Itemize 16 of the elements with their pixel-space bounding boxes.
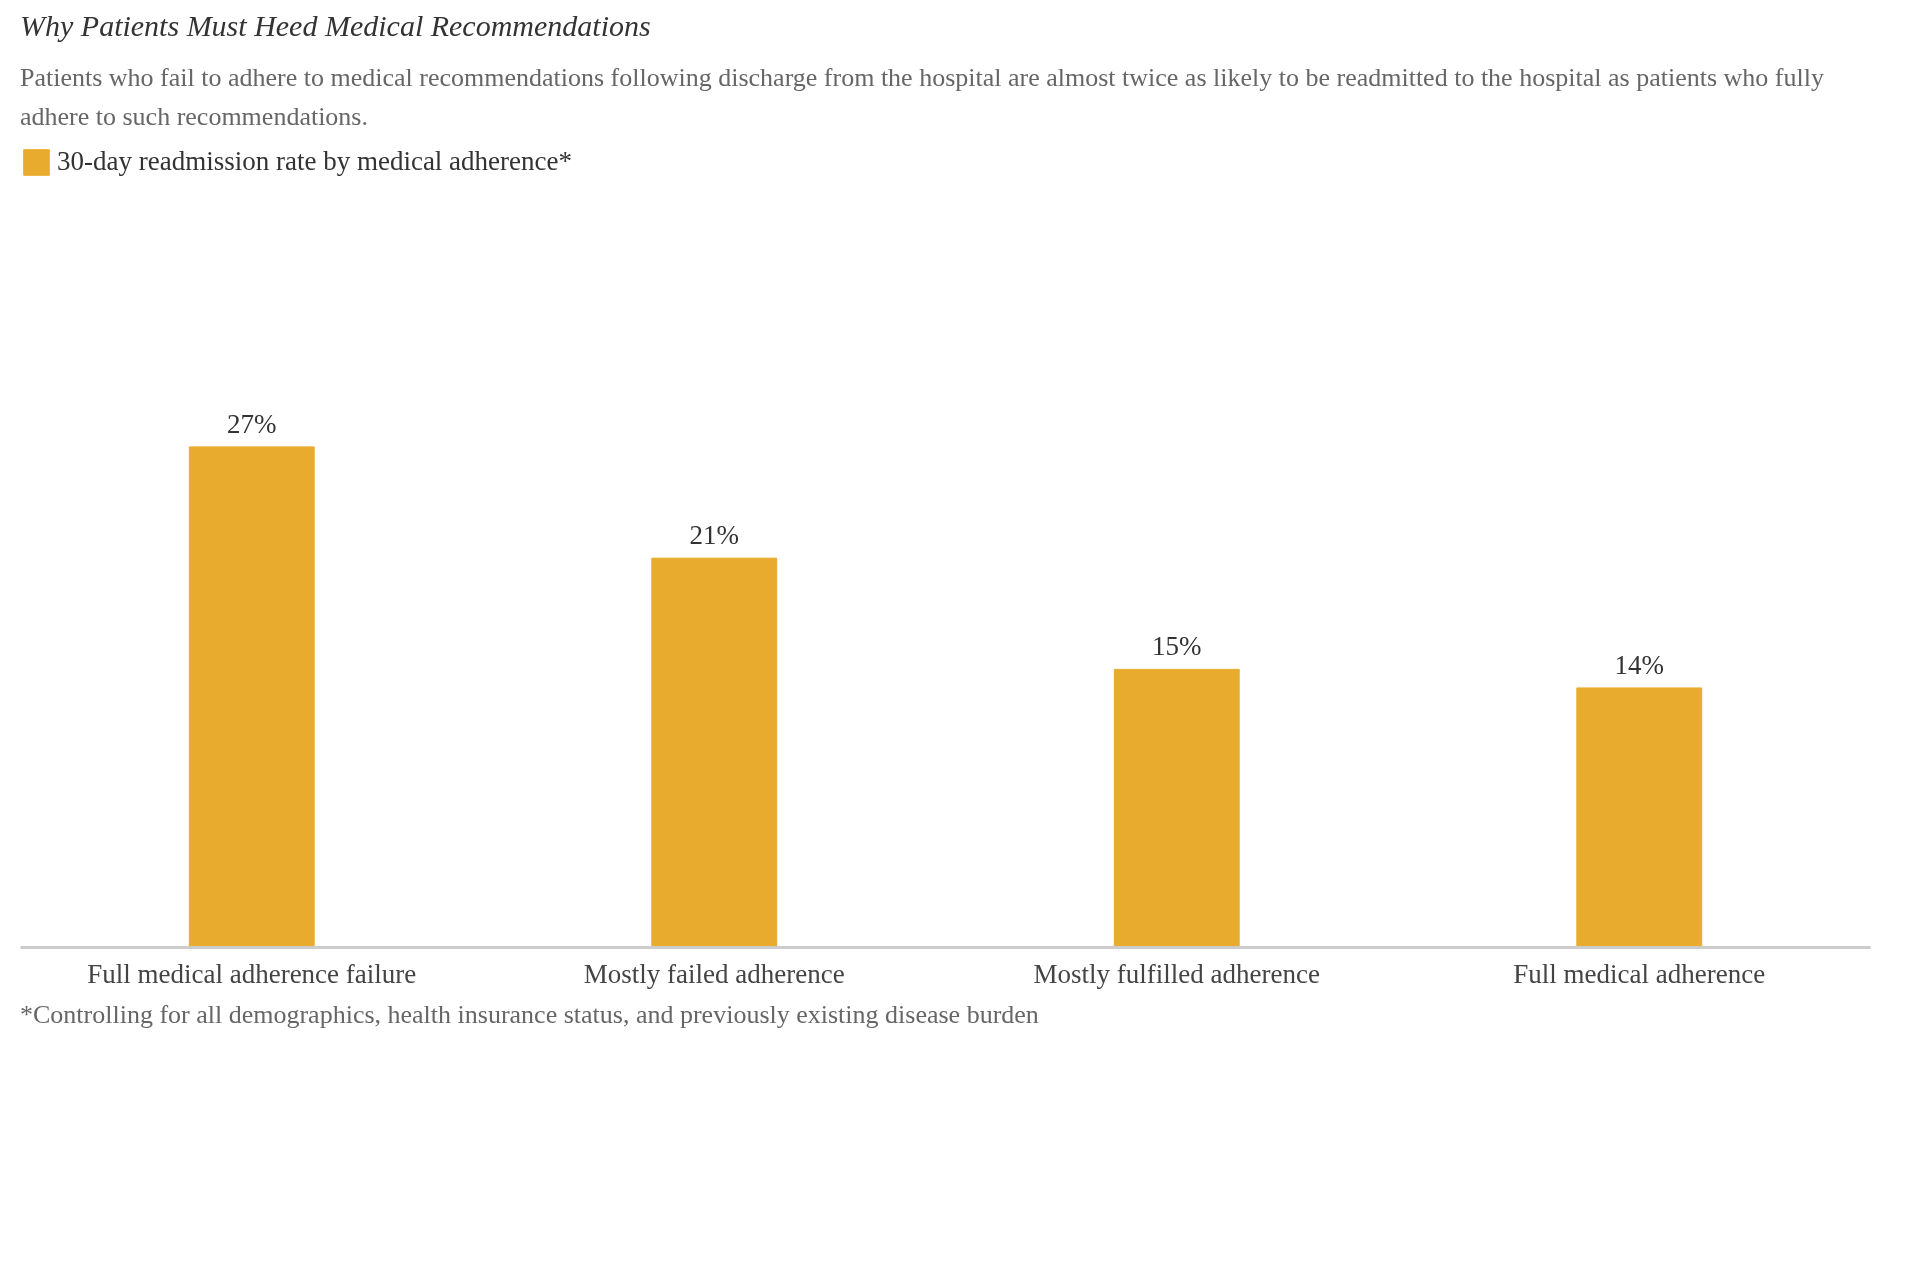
chart-subtitle: Patients who fail to adhere to medical recommendations following discharge from the hospital are almost twice as likely to be readmitted to the hospital as patients who fully adhere to such recommendations. <box>20 61 1825 133</box>
x-tick-label: Mostly failed adherence <box>583 958 845 989</box>
data-label: 15% <box>1152 631 1202 662</box>
bar <box>1113 668 1240 948</box>
x-tick-label: Full medical adherence failure <box>87 958 417 989</box>
x-tick-label: Full medical adherence <box>1513 958 1766 989</box>
text: *Controlling for all demographics, health insurance status, and previously existing disease burden <box>20 998 1039 1031</box>
legend-label: 30-day readmission rate by medical adherence* <box>57 146 573 178</box>
x-tick-label: Mostly fulfilled adherence <box>1033 958 1320 989</box>
chart-title: Why Patients Must Heed Medical Recommendations <box>20 8 651 44</box>
bar <box>188 446 315 948</box>
bar <box>1576 687 1703 948</box>
data-label: 27% <box>227 408 277 439</box>
bar <box>651 557 778 948</box>
data-label: 14% <box>1614 649 1664 680</box>
data-label: 21% <box>689 519 739 550</box>
